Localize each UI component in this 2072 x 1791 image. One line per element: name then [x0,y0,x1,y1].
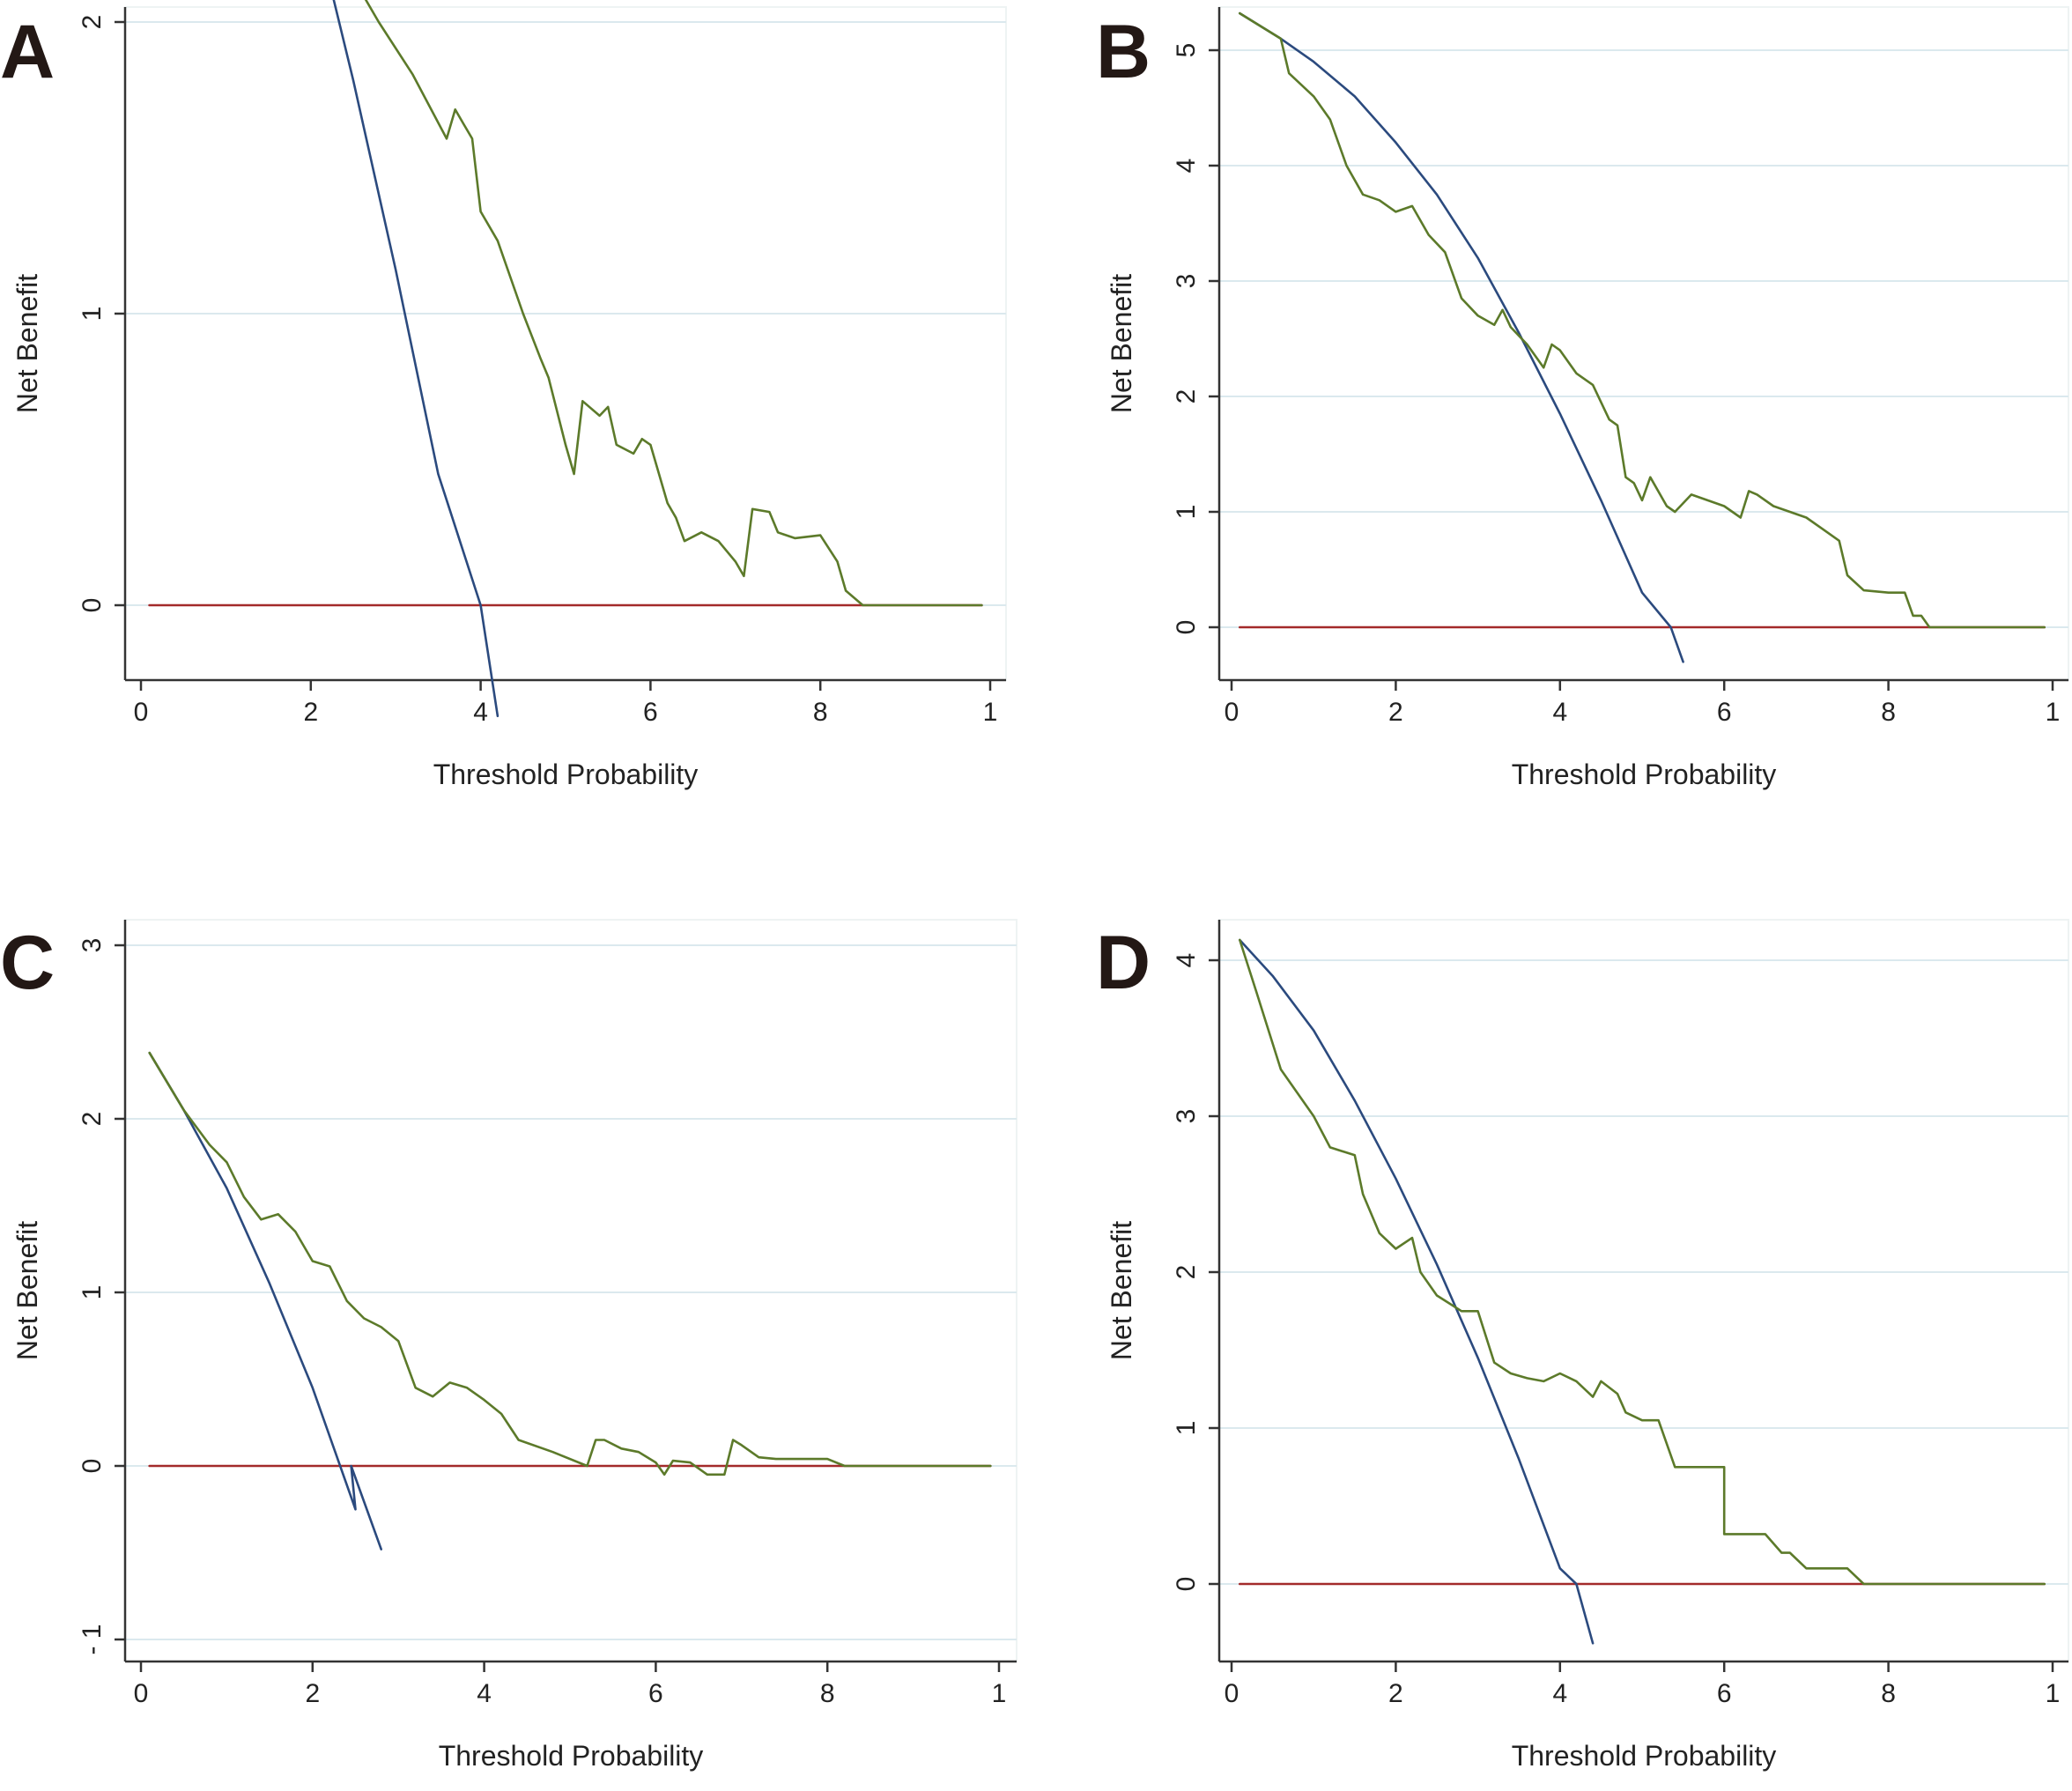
y-tick-label: 3 [78,938,107,953]
model-curve-line [148,1051,992,1476]
y-tick-label: 2 [1172,1265,1201,1280]
x-tick-label: 8 [813,698,828,727]
chart-panel-d: 0 1 2 3 4 0 2 4 6 8 1 Threshold Probability Net Bene… [1096,919,2069,1772]
x-axis-title: Threshold Probability [433,759,699,790]
chart-panel-b: 0 1 2 3 4 5 0 2 4 6 8 1 Threshold Probability Net Ben… [1096,6,2069,790]
x-tick-label: 0 [134,698,149,727]
plot-frame [124,919,1018,1662]
treat-all-line [1239,938,1595,1645]
y-tick-label: 1 [78,1285,107,1300]
y-tick-label: 4 [1172,953,1201,968]
treat-all-line [1239,11,1684,663]
x-tick-label: 2 [303,698,318,727]
x-tick-label: 2 [305,1679,320,1708]
x-tick-label: 0 [1225,698,1240,727]
x-tick-label: 1 [2046,698,2061,727]
model-curve-line [1239,938,2046,1586]
y-tick-label: 2 [78,1112,107,1127]
y-tick-label: 0 [1172,1577,1201,1592]
x-tick-label: 0 [134,1679,149,1708]
x-tick-label: 4 [473,698,488,727]
panel-letter: A [0,10,55,94]
y-axis-title: Net Benefit [1106,1221,1137,1360]
x-tick-label: 4 [1552,698,1567,727]
x-tick-label: 6 [1717,1679,1732,1708]
x-tick-label: 4 [1552,1679,1567,1708]
y-axis-title: Net Benefit [11,274,43,413]
x-tick-label: 6 [1717,698,1732,727]
y-tick-label: 1 [1172,505,1201,520]
y-tick-label: 1 [1172,1421,1201,1436]
x-axis-title: Threshold Probability [439,1740,704,1772]
y-axis-title: Net Benefit [1106,274,1137,413]
plot-frame [1218,919,2069,1662]
plot-frame [124,6,1007,681]
x-tick-label: 6 [648,1679,663,1708]
model-curve-line [364,0,983,607]
x-tick-label: 6 [643,698,658,727]
x-tick-label: 1 [2046,1679,2061,1708]
x-tick-label: 8 [820,1679,835,1708]
model-curve-line [1239,11,2046,629]
chart-panel-c: - 1 0 1 2 3 0 2 4 6 8 1 Threshold Probability Net Be… [0,919,1018,1772]
x-tick-label: 4 [477,1679,492,1708]
x-tick-label: 8 [1881,698,1896,727]
y-tick-label: 0 [78,598,107,613]
y-axis-title: Net Benefit [11,1221,43,1360]
y-tick-label: 4 [1172,159,1201,174]
x-tick-label: 0 [1225,1679,1240,1708]
x-tick-label: 1 [983,698,998,727]
y-tick-label: 3 [1172,274,1201,289]
treat-all-line [148,1051,383,1550]
y-tick-label: 0 [78,1459,107,1474]
x-tick-label: 2 [1388,1679,1403,1708]
y-tick-label: 2 [78,15,107,30]
y-tick-label: 2 [1172,389,1201,404]
x-tick-label: 1 [992,1679,1007,1708]
x-tick-label: 8 [1881,1679,1896,1708]
treat-all-line [332,0,500,718]
plot-frame [1218,6,2069,681]
y-tick-label: 0 [1172,620,1201,635]
x-axis-title: Threshold Probability [1512,759,1777,790]
y-tick-label: 5 [1172,43,1201,58]
y-tick-label: 1 [78,307,107,322]
y-tick-label: - 1 [78,1624,107,1654]
y-tick-label: 3 [1172,1109,1201,1124]
panel-letter: C [0,921,55,1005]
x-axis-title: Threshold Probability [1512,1740,1777,1772]
panel-letter: D [1096,921,1151,1005]
panel-letter: B [1096,10,1151,94]
x-tick-label: 2 [1388,698,1403,727]
